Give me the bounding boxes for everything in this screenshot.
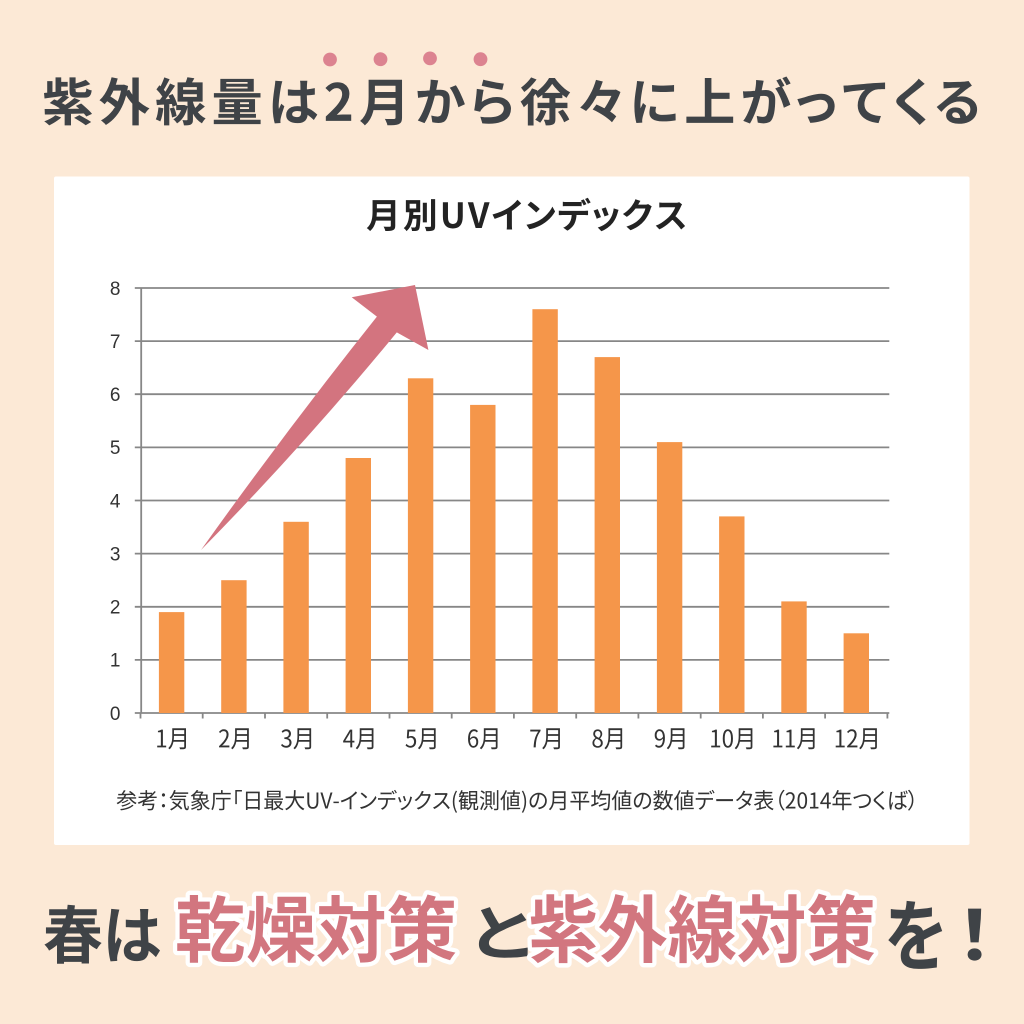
- svg-text:2: 2: [110, 598, 121, 619]
- svg-text:0: 0: [110, 704, 121, 725]
- svg-text:1: 1: [110, 651, 121, 672]
- svg-text:7: 7: [110, 332, 121, 353]
- svg-text:5: 5: [110, 438, 121, 459]
- svg-text:3: 3: [110, 544, 121, 565]
- svg-text:6: 6: [110, 385, 121, 406]
- svg-text:4: 4: [110, 491, 121, 512]
- svg-text:8: 8: [110, 279, 121, 300]
